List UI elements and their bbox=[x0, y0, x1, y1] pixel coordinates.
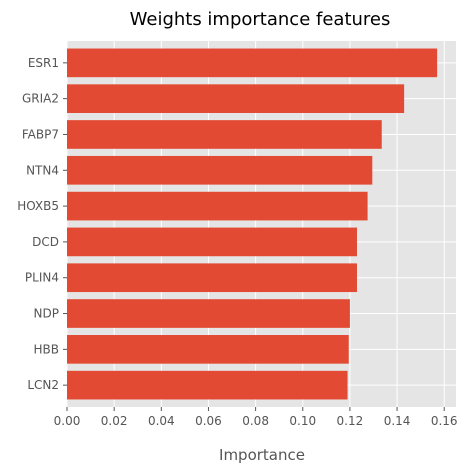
bar-plin4 bbox=[67, 263, 357, 293]
y-tick-label: HOXB5 bbox=[17, 199, 59, 213]
x-tick-label: 0.14 bbox=[384, 414, 411, 428]
bar-dcd bbox=[67, 227, 357, 257]
bar-fabp7 bbox=[67, 120, 382, 149]
y-tick-label: HBB bbox=[34, 342, 60, 356]
chart-title: Weights importance features bbox=[130, 9, 391, 30]
x-tick-labels: 0.00 0.02 0.04 0.06 0.08 0.10 0.12 0.14 0.16 bbox=[54, 407, 458, 428]
x-tick-label: 0.16 bbox=[431, 414, 458, 428]
y-tick-label: FABP7 bbox=[22, 127, 59, 141]
y-tick-label: NTN4 bbox=[26, 163, 59, 177]
bar-ndp bbox=[67, 299, 350, 328]
bar-hbb bbox=[67, 335, 349, 364]
bar-hoxb5 bbox=[67, 191, 368, 221]
x-tick-label: 0.10 bbox=[289, 414, 316, 428]
x-tick-label: 0.00 bbox=[54, 414, 81, 428]
y-tick-label: PLIN4 bbox=[25, 271, 59, 285]
x-tick-label: 0.12 bbox=[337, 414, 364, 428]
bar-ntn4 bbox=[67, 155, 373, 185]
y-tick-label: ESR1 bbox=[28, 56, 59, 70]
x-tick-label: 0.04 bbox=[148, 414, 175, 428]
x-tick-label: 0.02 bbox=[101, 414, 128, 428]
x-tick-label: 0.08 bbox=[242, 414, 269, 428]
y-tick-label: DCD bbox=[32, 235, 59, 249]
bar-gria2 bbox=[67, 84, 405, 113]
y-tick-labels: ESR1 GRIA2 FABP7 NTN4 HOXB5 DCD PLIN4 NDP HBB LCN… bbox=[17, 56, 67, 392]
x-axis-label: Importance bbox=[219, 446, 305, 464]
bar-lcn2 bbox=[67, 370, 348, 400]
x-tick-label: 0.06 bbox=[195, 414, 222, 428]
bar-esr1 bbox=[67, 48, 438, 78]
bars bbox=[67, 48, 438, 400]
y-tick-label: LCN2 bbox=[27, 378, 59, 392]
y-tick-label: GRIA2 bbox=[22, 92, 59, 106]
y-tick-label: NDP bbox=[34, 307, 59, 321]
